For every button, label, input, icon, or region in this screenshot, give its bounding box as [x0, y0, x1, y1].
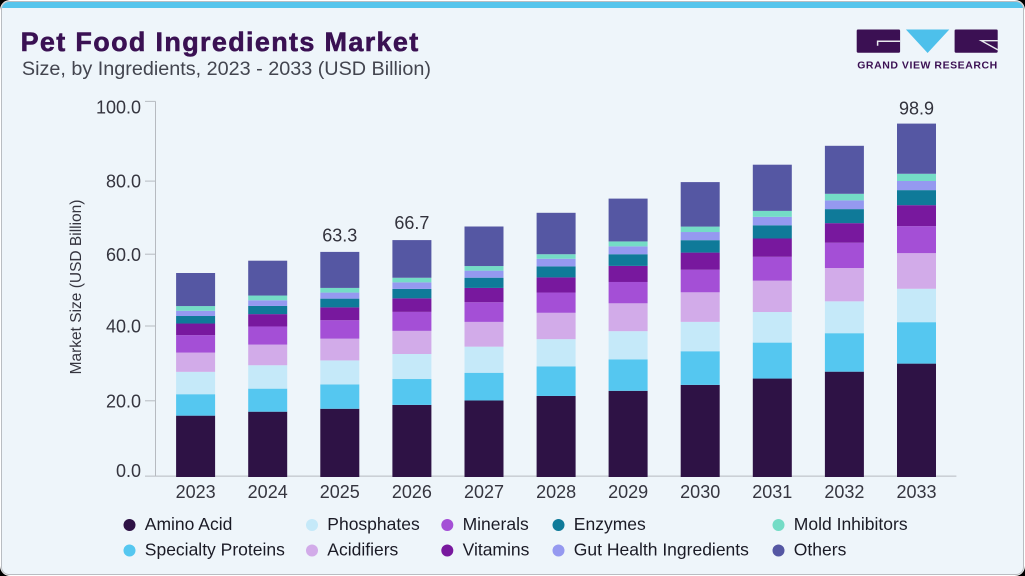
svg-text:2027: 2027: [464, 482, 504, 502]
svg-text:40.0: 40.0: [106, 317, 141, 337]
svg-text:60.0: 60.0: [106, 245, 141, 265]
svg-text:98.9: 98.9: [899, 99, 934, 119]
svg-text:2025: 2025: [320, 482, 360, 502]
svg-text:2026: 2026: [392, 482, 432, 502]
svg-text:2028: 2028: [536, 482, 576, 502]
svg-text:80.0: 80.0: [106, 172, 141, 192]
svg-text:Size, by Ingredients, 2023 - 2: Size, by Ingredients, 2023 - 2033 (USD B…: [22, 58, 431, 80]
svg-text:2031: 2031: [752, 482, 792, 502]
svg-text:Pet Food Ingredients Market: Pet Food Ingredients Market: [21, 27, 420, 57]
svg-text:Phosphates: Phosphates: [327, 514, 420, 534]
svg-text:2024: 2024: [248, 482, 288, 502]
svg-text:100.0: 100.0: [96, 97, 141, 117]
svg-text:Minerals: Minerals: [463, 514, 529, 534]
svg-text:2032: 2032: [824, 482, 864, 502]
svg-text:Amino Acid: Amino Acid: [145, 514, 233, 534]
svg-text:Specialty Proteins: Specialty Proteins: [145, 539, 285, 559]
svg-text:Acidifiers: Acidifiers: [327, 539, 398, 559]
svg-text:Others: Others: [794, 539, 847, 559]
svg-text:2030: 2030: [680, 482, 720, 502]
svg-text:GRAND VIEW RESEARCH: GRAND VIEW RESEARCH: [857, 60, 998, 72]
svg-text:20.0: 20.0: [106, 391, 141, 411]
svg-text:Market Size (USD Billion): Market Size (USD Billion): [68, 200, 85, 375]
svg-text:Gut Health Ingredients: Gut Health Ingredients: [574, 539, 749, 559]
svg-text:2033: 2033: [896, 482, 936, 502]
svg-text:63.3: 63.3: [322, 226, 357, 246]
svg-text:66.7: 66.7: [394, 213, 429, 233]
svg-text:Vitamins: Vitamins: [463, 539, 530, 559]
svg-text:Mold Inhibitors: Mold Inhibitors: [794, 514, 908, 534]
svg-text:0.0: 0.0: [116, 461, 141, 481]
svg-text:2023: 2023: [176, 482, 216, 502]
svg-text:2029: 2029: [608, 482, 648, 502]
svg-text:Enzymes: Enzymes: [574, 514, 646, 534]
